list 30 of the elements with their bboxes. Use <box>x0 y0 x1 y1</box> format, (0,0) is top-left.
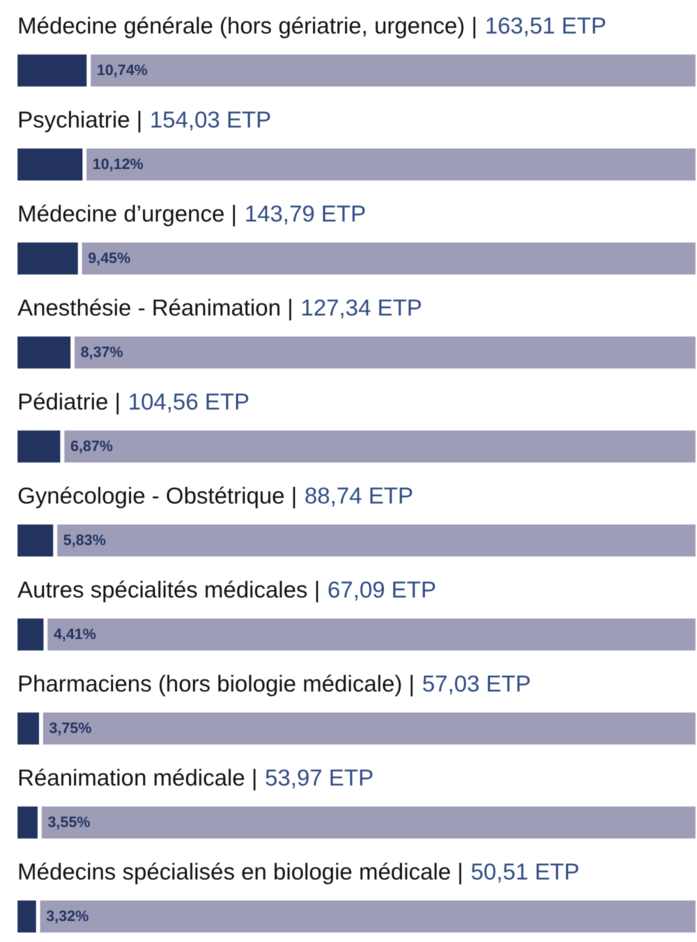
data-label: 4,41% <box>54 626 96 643</box>
annotation: 57,03 ETP <box>422 670 531 696</box>
y-tick-label: Médecins spécialisés en biologie médicale | <box>18 858 464 884</box>
y-tick-label: Gynécologie - Obstétrique | <box>18 482 298 508</box>
y-tick-label: Psychiatrie | <box>18 106 142 132</box>
annotation: 143,79 ETP <box>244 200 366 226</box>
y-tick-label: Anesthésie - Réanimation | <box>18 294 294 320</box>
data-label: 3,32% <box>46 908 89 925</box>
y-tick-label: Pharmaciens (hors biologie médicale) | <box>18 670 415 696</box>
data-label: 8,37% <box>80 344 124 361</box>
y-tick-label: Pédiatrie | <box>18 388 121 414</box>
y-tick-label: Réanimation médicale | <box>18 764 258 790</box>
annotation: 104,56 ETP <box>128 388 250 414</box>
annotation: 163,51 ETP <box>484 12 606 38</box>
data-label: 6,87% <box>70 438 113 455</box>
y-tick-label: Médecine générale (hors gériatrie, urgence) | <box>18 12 478 38</box>
annotation: 154,03 ETP <box>150 106 272 132</box>
data-label: 5,83% <box>63 532 106 549</box>
y-tick-label: Autres spécialités médicales | <box>18 576 320 602</box>
data-label: 9,45% <box>88 250 130 267</box>
data-label: 3,75% <box>49 720 92 737</box>
data-label: 3,55% <box>48 814 90 831</box>
data-label: 10,74% <box>96 62 148 79</box>
annotation: 50,51 ETP <box>470 858 580 884</box>
data-label: 10,12% <box>92 156 144 173</box>
annotation: 127,34 ETP <box>300 294 422 320</box>
annotation: 67,09 ETP <box>327 576 436 602</box>
y-tick-label: Médecine d’urgence | <box>18 200 237 226</box>
annotation: 88,74 ETP <box>304 482 414 508</box>
annotation: 53,97 ETP <box>264 764 374 790</box>
